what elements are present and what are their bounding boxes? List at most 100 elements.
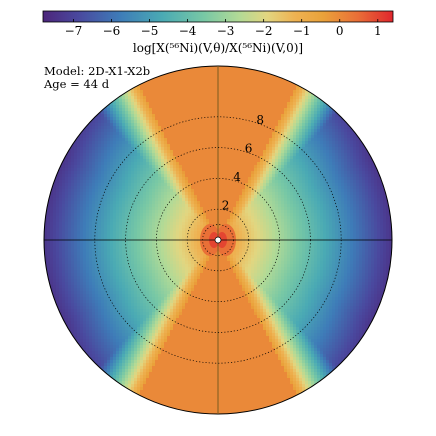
heatmap-cell (287, 129, 291, 133)
heatmap-cell (131, 210, 135, 214)
heatmap-cell (302, 180, 306, 184)
heatmap-cell (95, 138, 99, 142)
heatmap-cell (173, 132, 177, 136)
heatmap-cell (134, 168, 138, 172)
heatmap-cell (158, 171, 162, 175)
heatmap-cell (341, 123, 345, 127)
heatmap-cell (95, 204, 99, 208)
heatmap-cell (308, 216, 312, 220)
heatmap-cell (116, 123, 120, 127)
heatmap-cell (311, 141, 315, 145)
heatmap-cell (218, 225, 222, 229)
heatmap-cell (359, 144, 363, 148)
heatmap-cell (197, 108, 201, 112)
heatmap-cell (170, 201, 174, 205)
heatmap-cell (365, 156, 369, 160)
heatmap-cell (293, 150, 297, 154)
heatmap-cell (341, 156, 345, 160)
heatmap-cell (62, 195, 66, 199)
heatmap-cell (128, 213, 132, 217)
heatmap-cell (107, 183, 111, 187)
heatmap-cell (179, 213, 183, 217)
heatmap-cell (272, 150, 276, 154)
heatmap-cell (161, 225, 165, 229)
heatmap-cell (206, 84, 210, 88)
heatmap-cell (185, 189, 189, 193)
heatmap-cell (191, 216, 195, 220)
heatmap-cell (209, 174, 213, 178)
heatmap-cell (209, 210, 213, 214)
heatmap-cell (203, 111, 207, 115)
heatmap-cell (176, 108, 180, 112)
heatmap-cell (149, 126, 153, 130)
heatmap-cell (293, 213, 297, 217)
heatmap-cell (98, 129, 102, 133)
heatmap-cell (353, 135, 357, 139)
heatmap-cell (164, 222, 168, 226)
heatmap-cell (254, 171, 258, 175)
heatmap-cell (191, 183, 195, 187)
heatmap-cell (305, 90, 309, 94)
heatmap-cell (254, 159, 258, 163)
heatmap-cell (107, 186, 111, 190)
heatmap-cell (167, 105, 171, 109)
heatmap-cell (275, 144, 279, 148)
heatmap-cell (305, 216, 309, 220)
heatmap-cell (299, 102, 303, 106)
heatmap-cell (221, 168, 225, 172)
heatmap-cell (329, 213, 333, 217)
heatmap-cell (194, 225, 198, 229)
heatmap-cell (257, 210, 261, 214)
heatmap-cell (59, 225, 63, 229)
heatmap-cell (164, 108, 168, 112)
heatmap-cell (314, 201, 318, 205)
heatmap-cell (56, 201, 60, 205)
heatmap-cell (350, 207, 354, 211)
heatmap-cell (194, 210, 198, 214)
heatmap-cell (110, 141, 114, 145)
heatmap-cell (281, 213, 285, 217)
heatmap-cell (221, 216, 225, 220)
heatmap-cell (293, 156, 297, 160)
heatmap-cell (254, 141, 258, 145)
heatmap-cell (200, 189, 204, 193)
heatmap-cell (149, 141, 153, 145)
heatmap-cell (278, 225, 282, 229)
heatmap-cell (263, 87, 267, 91)
heatmap-cell (152, 144, 156, 148)
heatmap-cell (215, 222, 219, 226)
heatmap-cell (257, 141, 261, 145)
heatmap-cell (173, 81, 177, 85)
heatmap-cell (95, 117, 99, 121)
heatmap-cell (245, 108, 249, 112)
heatmap-cell (377, 219, 381, 223)
heatmap-cell (251, 165, 255, 169)
heatmap-cell (122, 141, 126, 145)
heatmap-cell (122, 168, 126, 172)
heatmap-cell (188, 78, 192, 82)
heatmap-cell (296, 210, 300, 214)
heatmap-cell (170, 174, 174, 178)
heatmap-cell (323, 180, 327, 184)
heatmap-cell (119, 177, 123, 181)
heatmap-cell (137, 162, 141, 166)
heatmap-cell (269, 150, 273, 154)
heatmap-cell (155, 222, 159, 226)
heatmap-cell (80, 141, 84, 145)
heatmap-cell (77, 210, 81, 214)
heatmap-cell (119, 222, 123, 226)
heatmap-cell (254, 132, 258, 136)
heatmap-cell (260, 126, 264, 130)
heatmap-cell (311, 159, 315, 163)
heatmap-cell (215, 129, 219, 133)
heatmap-cell (368, 201, 372, 205)
heatmap-cell (212, 132, 216, 136)
heatmap-cell (80, 192, 84, 196)
heatmap-cell (233, 180, 237, 184)
heatmap-cell (332, 162, 336, 166)
heatmap-cell (254, 153, 258, 157)
heatmap-cell (200, 75, 204, 79)
heatmap-cell (227, 219, 231, 223)
heatmap-cell (131, 135, 135, 139)
heatmap-cell (44, 201, 48, 205)
